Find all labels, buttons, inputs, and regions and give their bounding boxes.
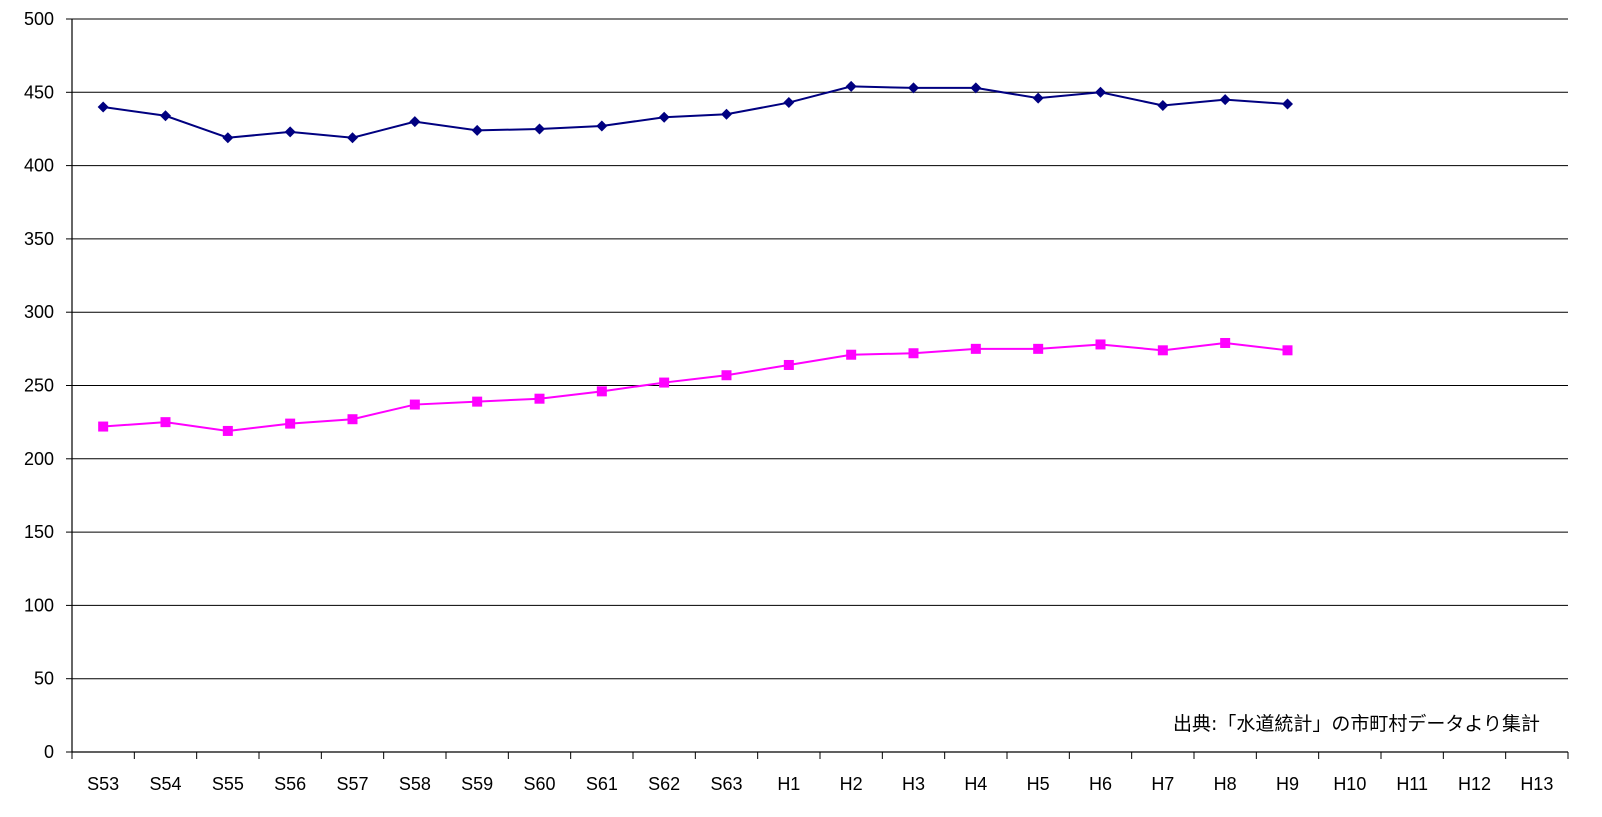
x-tick-label: H7 bbox=[1151, 774, 1174, 794]
y-tick-label: 250 bbox=[24, 376, 54, 396]
data-point bbox=[534, 123, 545, 135]
y-tick-label: 300 bbox=[24, 302, 54, 322]
x-tick-label: H6 bbox=[1089, 774, 1112, 794]
series-line-2 bbox=[103, 341, 1288, 432]
data-point bbox=[908, 82, 919, 94]
series-lines bbox=[103, 85, 1288, 432]
data-point bbox=[409, 116, 421, 128]
data-point bbox=[1095, 339, 1106, 350]
x-tick-label: H11 bbox=[1396, 774, 1428, 794]
y-tick-label: 400 bbox=[24, 156, 54, 176]
data-point bbox=[409, 399, 420, 410]
data-point bbox=[284, 126, 296, 138]
y-tick-label: 50 bbox=[34, 669, 54, 689]
x-tick-label: H10 bbox=[1333, 774, 1366, 794]
x-tick-label: H8 bbox=[1214, 774, 1237, 794]
x-tick-label: S61 bbox=[586, 774, 618, 794]
data-point bbox=[1157, 99, 1169, 111]
y-tick-label: 200 bbox=[24, 449, 54, 469]
data-point bbox=[534, 393, 545, 404]
x-tick-label: H3 bbox=[902, 774, 925, 794]
x-tick-label: S63 bbox=[710, 774, 742, 794]
data-point bbox=[1220, 337, 1231, 348]
y-tick-label: 0 bbox=[44, 742, 54, 762]
data-point bbox=[659, 377, 670, 388]
data-point bbox=[658, 111, 670, 123]
y-tick-label: 450 bbox=[24, 82, 54, 102]
x-tick-label: S58 bbox=[399, 774, 431, 794]
x-tick-label: S62 bbox=[648, 774, 680, 794]
data-point bbox=[471, 124, 483, 136]
x-tick-label: H1 bbox=[777, 774, 800, 794]
x-tick-label: H4 bbox=[964, 774, 987, 794]
data-point bbox=[347, 414, 358, 425]
data-point bbox=[160, 110, 171, 122]
y-tick-label: 100 bbox=[24, 595, 54, 615]
x-tick-label: H9 bbox=[1276, 774, 1299, 794]
x-tick-label: S60 bbox=[523, 774, 555, 794]
data-point bbox=[783, 359, 794, 370]
gridlines bbox=[72, 18, 1568, 680]
data-point bbox=[472, 396, 483, 407]
data-point bbox=[721, 370, 732, 381]
x-tick-label: H13 bbox=[1520, 774, 1553, 794]
data-point bbox=[1095, 86, 1106, 98]
data-point bbox=[1032, 92, 1044, 104]
data-point bbox=[222, 425, 233, 436]
data-point bbox=[1282, 345, 1293, 356]
x-tick-label: S59 bbox=[461, 774, 493, 794]
data-point bbox=[908, 348, 919, 359]
x-tick-label: S55 bbox=[212, 774, 244, 794]
axes bbox=[66, 18, 1569, 759]
y-tick-labels: 0 50 100 150 200 250 300 350 400 450 500 bbox=[24, 9, 54, 762]
data-point bbox=[846, 349, 857, 360]
data-point bbox=[285, 418, 296, 429]
data-point bbox=[596, 386, 607, 397]
data-point bbox=[970, 343, 981, 354]
data-point bbox=[1033, 343, 1044, 354]
data-point bbox=[97, 101, 109, 113]
y-tick-label: 350 bbox=[24, 229, 54, 249]
data-point bbox=[845, 80, 857, 92]
data-point bbox=[970, 82, 982, 94]
data-point bbox=[160, 417, 171, 428]
data-point bbox=[783, 97, 795, 109]
x-tick-label: S54 bbox=[149, 774, 181, 794]
data-point bbox=[596, 120, 608, 132]
y-tick-label: 150 bbox=[24, 522, 54, 542]
source-annotation: 出典:「水道統計」の市町村データより集計 bbox=[1173, 713, 1540, 735]
x-tick-label: H5 bbox=[1027, 774, 1050, 794]
y-tick-label: 500 bbox=[24, 9, 54, 29]
x-tick-label: H2 bbox=[840, 774, 863, 794]
data-point bbox=[1157, 345, 1168, 356]
data-point bbox=[721, 108, 732, 120]
data-point bbox=[222, 132, 234, 144]
x-tick-label: S53 bbox=[87, 774, 119, 794]
x-tick-label: S56 bbox=[274, 774, 306, 794]
data-point bbox=[1282, 98, 1293, 110]
x-tick-labels: S53 S54 S55 S56 S57 S58 S59 S60 S61 S62 S63 H1 H2 H3 H… bbox=[87, 774, 1553, 794]
data-point bbox=[1219, 94, 1231, 106]
data-point bbox=[347, 132, 358, 144]
series-line-1 bbox=[103, 85, 1288, 139]
series-markers bbox=[97, 80, 1293, 436]
x-tick-label: H12 bbox=[1458, 774, 1491, 794]
x-tick-label: S57 bbox=[336, 774, 368, 794]
data-point bbox=[98, 421, 109, 432]
